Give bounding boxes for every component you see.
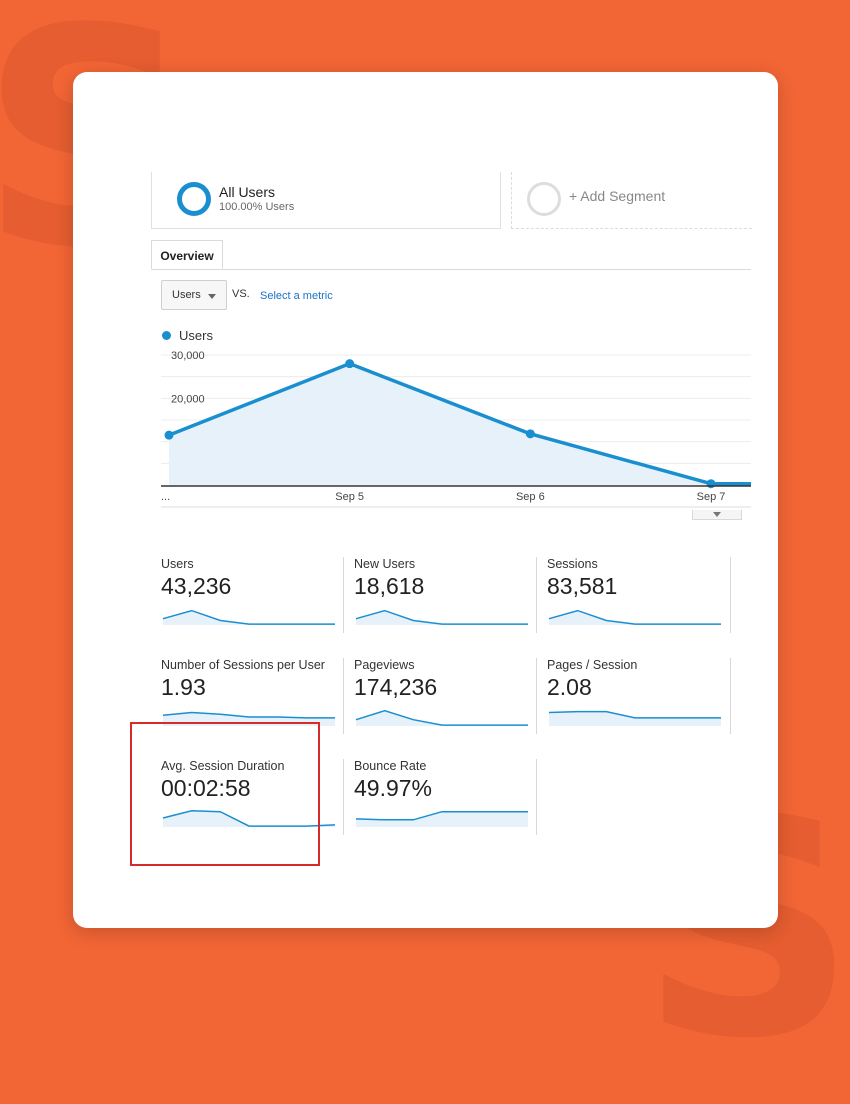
empty-ring-icon [527, 182, 561, 216]
stat-tile[interactable]: Pages / Session 2.08 [547, 658, 725, 734]
x-tick-label: Sep 6 [516, 491, 545, 503]
sparkline-line [548, 609, 721, 625]
vs-label: VS. [232, 288, 250, 300]
stat-value: 2.08 [547, 674, 592, 700]
stat-label: Sessions [547, 557, 598, 571]
sparkline-fill [356, 710, 528, 726]
metric-dropdown[interactable]: Users [161, 280, 227, 310]
x-tick-label: Sep 5 [335, 491, 364, 503]
sparkline-line [162, 810, 335, 827]
tile-divider [536, 759, 537, 835]
tile-divider [730, 557, 731, 633]
tile-divider [343, 759, 344, 835]
stat-value: 174,236 [354, 674, 438, 700]
segment-percent: 100.00% Users [219, 201, 295, 213]
metric-dropdown-value: Users [172, 289, 201, 301]
tab-divider [151, 269, 751, 270]
stat-label: Avg. Session Duration [161, 759, 285, 773]
add-segment-label[interactable]: + Add Segment [569, 188, 666, 204]
stat-tile[interactable]: Sessions 83,581 [547, 557, 725, 633]
add-segment-button[interactable] [511, 172, 752, 229]
sparkline [162, 609, 335, 625]
stat-value: 1.93 [161, 674, 206, 700]
tile-divider [343, 658, 344, 734]
stat-label: New Users [354, 557, 416, 571]
stat-tile[interactable]: Pageviews 174,236 [354, 658, 532, 734]
sparkline [355, 609, 528, 625]
x-tick-label: Sep 7 [697, 491, 726, 503]
stat-label: Pages / Session [547, 658, 638, 672]
collapse-chart-toggle[interactable] [692, 510, 742, 520]
y-tick-label: 20,000 [171, 393, 205, 405]
sparkline-line [162, 609, 335, 625]
sparkline-fill [549, 610, 721, 625]
data-point[interactable] [345, 359, 355, 369]
area-fill [169, 363, 751, 485]
stat-tile[interactable]: New Users 18,618 [354, 557, 532, 633]
x-tick-label: ... [161, 491, 170, 503]
sparkline [548, 609, 721, 625]
tile-divider [730, 658, 731, 734]
segment-name: All Users [219, 184, 276, 200]
sparkline-fill [356, 610, 528, 625]
stat-value: 83,581 [547, 573, 618, 599]
stat-value: 43,236 [161, 573, 232, 599]
highlight-box [130, 722, 320, 866]
tile-divider [343, 557, 344, 633]
sparkline-fill [163, 610, 335, 625]
sparkline-fill [163, 810, 335, 827]
stat-label: Pageviews [354, 658, 415, 672]
chart-legend-label: Users [179, 328, 213, 343]
sparkline-line [162, 711, 335, 719]
sparkline-line [355, 810, 528, 821]
stat-tile[interactable]: Avg. Session Duration 00:02:58 [161, 759, 339, 835]
sparkline-line [355, 709, 528, 726]
data-point[interactable] [164, 430, 174, 440]
analytics-card: All Users 100.00% Users + Add Segment Ov… [73, 72, 778, 928]
legend-dot-icon [162, 331, 171, 340]
tile-divider [536, 557, 537, 633]
tile-divider [536, 658, 537, 734]
sparkline [355, 810, 528, 827]
sparkline [548, 710, 721, 726]
stat-tile[interactable]: Users 43,236 [161, 557, 339, 633]
segment-ring-icon [177, 182, 211, 216]
sparkline-line [355, 609, 528, 625]
sparkline [355, 709, 528, 726]
y-tick-label: 30,000 [171, 350, 205, 362]
stat-label: Users [161, 557, 194, 571]
sparkline-line [548, 710, 721, 719]
stat-label: Number of Sessions per User [161, 658, 325, 672]
sparkline-fill [549, 711, 721, 726]
chevron-down-icon [208, 294, 216, 299]
chevron-down-icon [713, 512, 721, 517]
stat-value: 18,618 [354, 573, 425, 599]
stat-value: 00:02:58 [161, 775, 251, 801]
tab-overview[interactable]: Overview [151, 240, 223, 269]
data-point[interactable] [525, 429, 535, 439]
stat-label: Bounce Rate [354, 759, 427, 773]
stat-tile[interactable]: Bounce Rate 49.97% [354, 759, 532, 835]
sparkline [162, 810, 335, 827]
data-point[interactable] [706, 479, 716, 489]
select-metric-link[interactable]: Select a metric [260, 290, 333, 302]
sparkline-fill [356, 811, 528, 827]
stat-value: 49.97% [354, 775, 433, 801]
